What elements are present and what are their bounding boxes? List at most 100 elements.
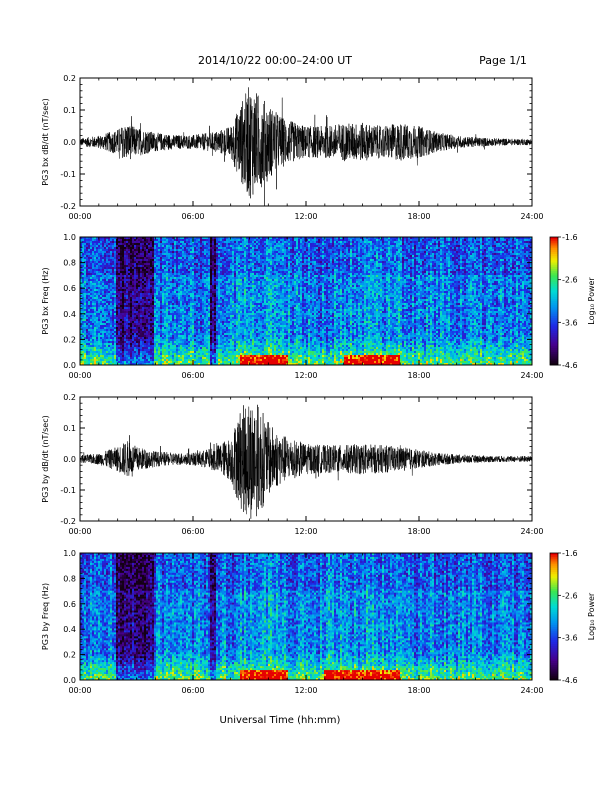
spectrogram-cell bbox=[92, 241, 94, 243]
spectrogram-cell bbox=[114, 271, 116, 273]
spectrogram-cell bbox=[106, 349, 108, 351]
spectrogram-cell bbox=[116, 327, 118, 329]
spectrogram-cell bbox=[104, 279, 106, 281]
spectrogram-cell bbox=[106, 241, 108, 243]
spectrogram-cell bbox=[102, 287, 104, 289]
spectrogram-cell bbox=[88, 271, 90, 273]
spectrogram-cell bbox=[100, 323, 102, 325]
spectrogram-cell bbox=[102, 333, 104, 335]
spectrogram-cell bbox=[102, 283, 104, 285]
spectrogram-cell bbox=[110, 321, 112, 323]
spectrogram-cell bbox=[90, 353, 92, 355]
spectrogram-cell bbox=[110, 309, 112, 311]
spectrogram-cell bbox=[90, 279, 92, 281]
spectrogram-cell bbox=[118, 357, 120, 359]
spectrogram-cell bbox=[84, 269, 86, 271]
spectrogram-cell bbox=[120, 283, 122, 285]
spectrogram-cell bbox=[102, 251, 104, 253]
spectrogram-cell bbox=[104, 345, 106, 347]
spectrogram-cell bbox=[122, 251, 124, 253]
spectrogram-cell bbox=[110, 317, 112, 319]
spectrogram-cell bbox=[118, 297, 120, 299]
spectrogram-cell bbox=[106, 267, 108, 269]
spectrogram-cell bbox=[104, 327, 106, 329]
spectrogram-cell bbox=[88, 327, 90, 329]
spectrogram-cell bbox=[88, 359, 90, 361]
spectrogram-cell bbox=[100, 339, 102, 341]
spectrogram-cell bbox=[84, 297, 86, 299]
spectrogram-cell bbox=[98, 251, 100, 253]
spectrogram-cell bbox=[100, 343, 102, 345]
spectrogram-cell bbox=[102, 243, 104, 245]
spectrogram-cell bbox=[112, 291, 114, 293]
spectrogram-cell bbox=[104, 355, 106, 357]
spectrogram-cell bbox=[96, 293, 98, 295]
spectrogram-cell bbox=[114, 273, 116, 275]
spectrogram-cell bbox=[120, 353, 122, 355]
spectrogram-cell bbox=[120, 335, 122, 337]
spectrogram-cell bbox=[110, 279, 112, 281]
spectrogram-cell bbox=[86, 309, 88, 311]
spectrogram-cell bbox=[92, 303, 94, 305]
spectrogram-cell bbox=[106, 277, 108, 279]
spectrogram-cell bbox=[110, 253, 112, 255]
spectrogram-cell bbox=[108, 273, 110, 275]
spectrogram-cell bbox=[86, 357, 88, 359]
spectrogram-cell bbox=[86, 333, 88, 335]
spectrogram-cell bbox=[84, 351, 86, 353]
spectrogram-cell bbox=[94, 273, 96, 275]
spectrogram-cell bbox=[106, 361, 108, 363]
spectrogram-cell bbox=[108, 277, 110, 279]
spectrogram-cell bbox=[88, 247, 90, 249]
spectrogram-cell bbox=[90, 291, 92, 293]
spectrogram-cell bbox=[98, 353, 100, 355]
spectrogram-cell bbox=[112, 297, 114, 299]
spectrogram-cell bbox=[108, 309, 110, 311]
spectrogram-cell bbox=[90, 357, 92, 359]
spectrogram-cell bbox=[88, 275, 90, 277]
spectrogram-cell bbox=[94, 275, 96, 277]
spectrogram-cell bbox=[112, 317, 114, 319]
spectrogram-cell bbox=[114, 361, 116, 363]
spectrogram-cell bbox=[114, 357, 116, 359]
spectrogram-cell bbox=[102, 315, 104, 317]
spectrogram-cell bbox=[112, 241, 114, 243]
spectrogram-cell bbox=[100, 335, 102, 337]
spectrogram-cell bbox=[100, 247, 102, 249]
spectrogram-cell bbox=[114, 245, 116, 247]
spectrogram-cell bbox=[120, 241, 122, 243]
spectrogram-cell bbox=[90, 275, 92, 277]
spectrogram-cell bbox=[92, 283, 94, 285]
spectrogram-cell bbox=[104, 335, 106, 337]
spectrogram-cell bbox=[94, 271, 96, 273]
spectrogram-cell bbox=[106, 337, 108, 339]
spectrogram-cell bbox=[84, 243, 86, 245]
spectrogram-cell bbox=[116, 319, 118, 321]
spectrogram-cell bbox=[118, 361, 120, 363]
spectrogram-cell bbox=[84, 323, 86, 325]
spectrogram-cell bbox=[110, 313, 112, 315]
spectrogram-cell bbox=[108, 349, 110, 351]
spectrogram-cell bbox=[114, 267, 116, 269]
spectrogram-cell bbox=[106, 325, 108, 327]
spectrogram-cell bbox=[116, 353, 118, 355]
spectrogram-cell bbox=[92, 273, 94, 275]
spectrogram-cell bbox=[116, 355, 118, 357]
spectrogram-cell bbox=[112, 245, 114, 247]
spectrogram-cell bbox=[98, 303, 100, 305]
spectrogram-cell bbox=[98, 265, 100, 267]
spectrogram-cell bbox=[104, 239, 106, 241]
spectrogram-cell bbox=[114, 325, 116, 327]
spectrogram-cell bbox=[106, 259, 108, 261]
spectrogram-cell bbox=[100, 301, 102, 303]
spectrogram-cell bbox=[94, 279, 96, 281]
spectrogram-cell bbox=[112, 321, 114, 323]
spectrogram-cell bbox=[112, 305, 114, 307]
spectrogram-cell bbox=[102, 347, 104, 349]
spectrogram-cell bbox=[110, 337, 112, 339]
spectrogram-cell bbox=[114, 297, 116, 299]
spectrogram-cell bbox=[96, 311, 98, 313]
spectrogram-cell bbox=[106, 329, 108, 331]
spectrogram-cell bbox=[112, 273, 114, 275]
spectrogram-cell bbox=[92, 325, 94, 327]
